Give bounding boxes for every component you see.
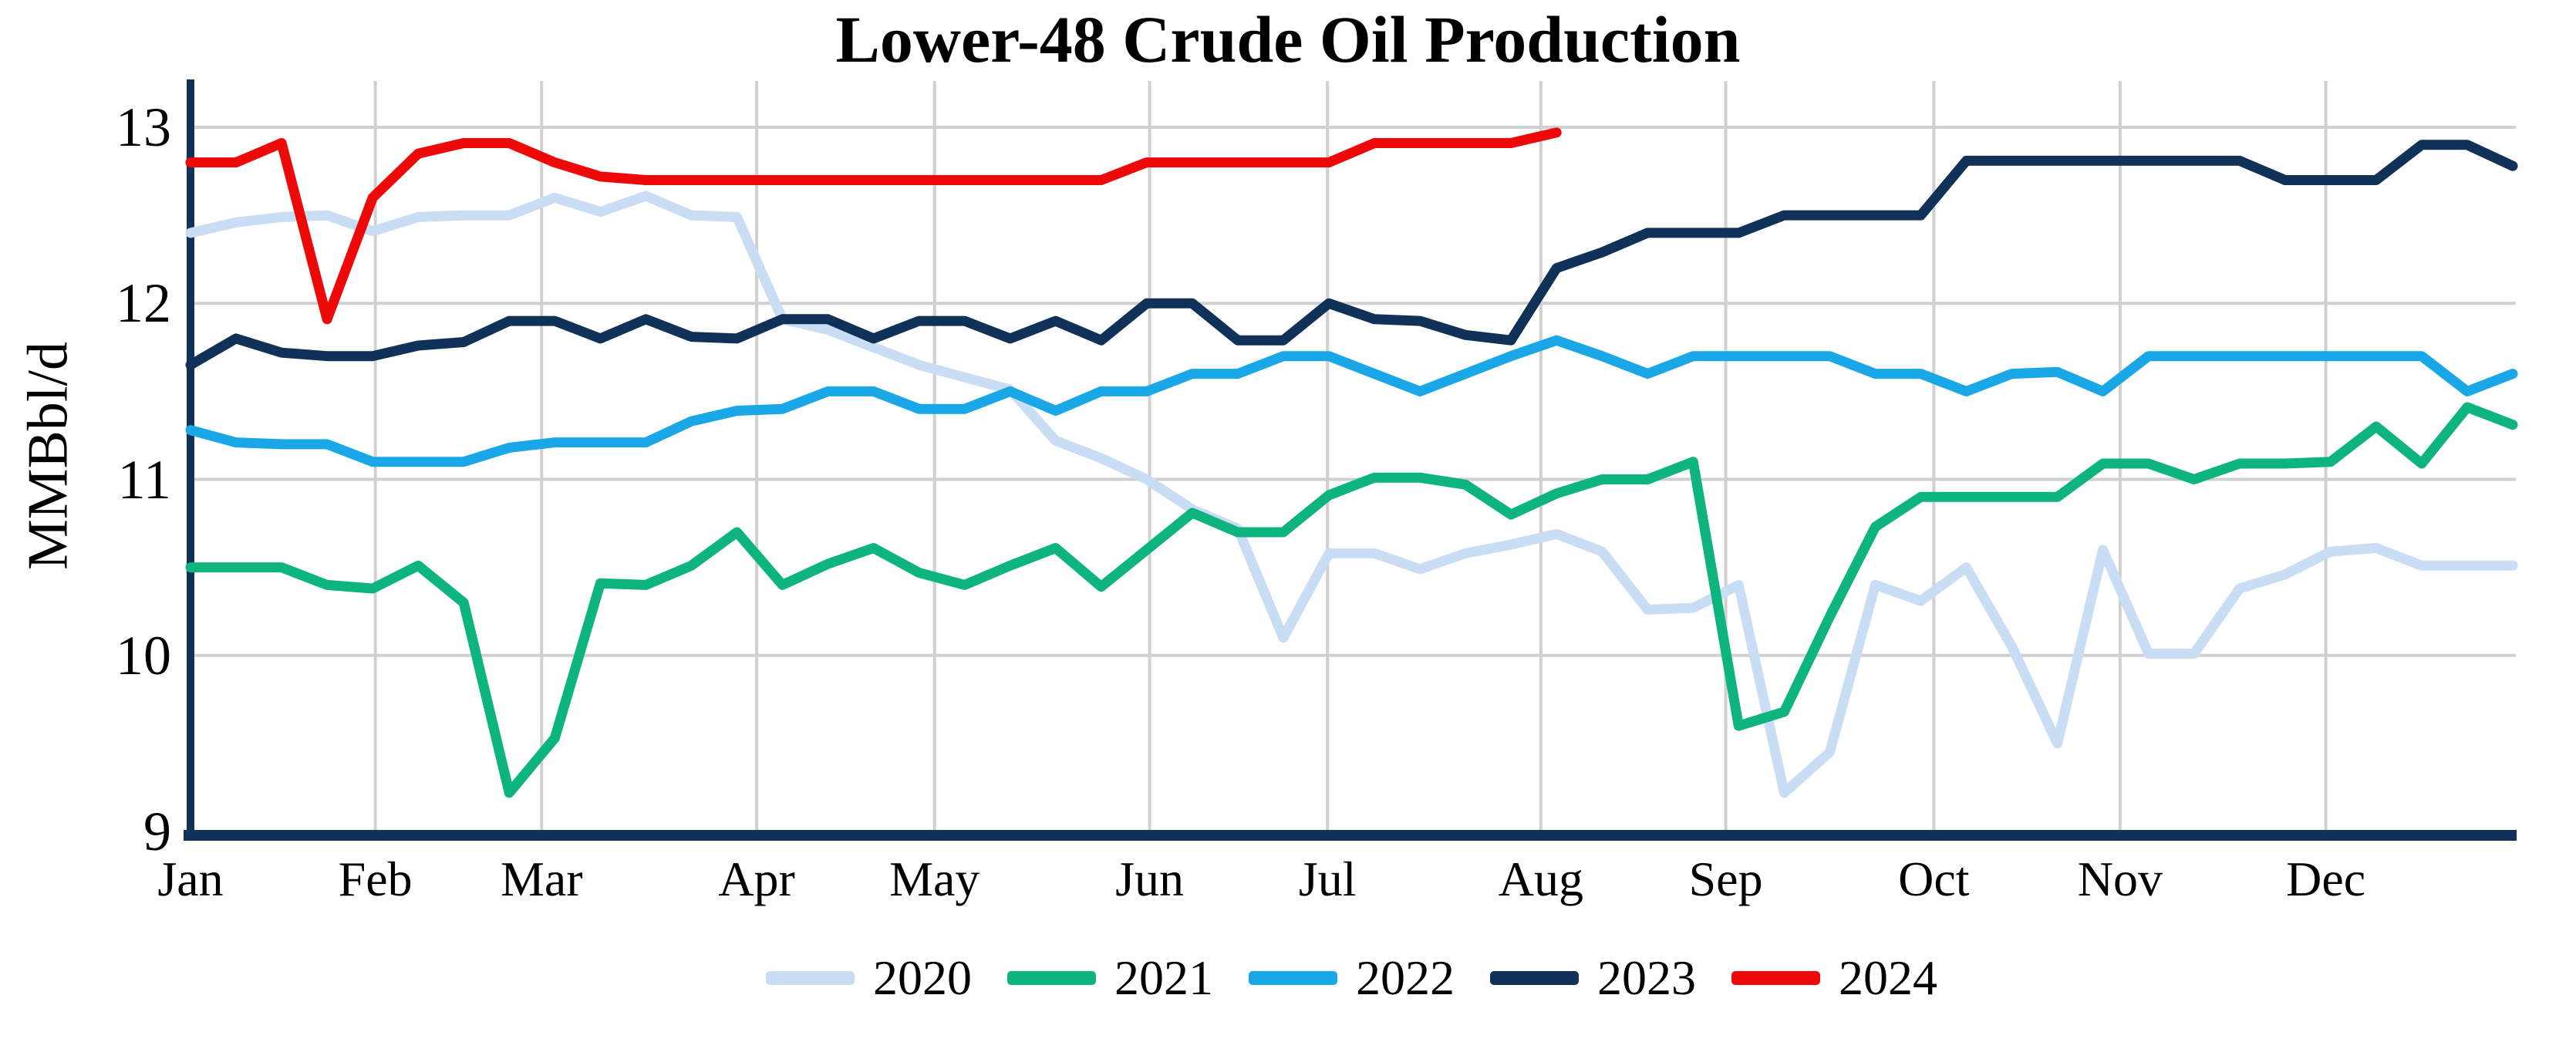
y-tick-label-12: 12 [116,272,171,335]
legend-item-2021: 2021 [1007,949,1213,1007]
chart-title: Lower-48 Crude Oil Production [835,2,1741,76]
y-tick-label-13: 13 [116,96,171,158]
series-line-2020 [185,191,2518,798]
legend-label-2022: 2022 [1356,950,1455,1005]
legend-label-2023: 2023 [1597,950,1696,1005]
x-tick-label-jul: Jul [1298,852,1357,906]
y-axis-line [187,79,194,841]
y-tick-label-9: 9 [143,801,171,862]
legend: 2020 2021 2022 2023 2024 [187,947,2516,1009]
x-tick-label-apr: Apr [718,852,795,906]
legend-swatch-2024 [1731,971,1820,985]
x-tick-label-oct: Oct [1898,852,1970,906]
x-tick-label-may: May [889,852,980,906]
legend-swatch-2023 [1490,971,1579,985]
series-line-2022 [185,335,2518,467]
series-line-2023 [185,140,2518,370]
series-line-2021 [185,402,2518,798]
x-tick-label-feb: Feb [338,852,413,906]
legend-item-2022: 2022 [1249,949,1455,1007]
y-tick-label-10: 10 [116,624,171,686]
x-tick-label-sep: Sep [1688,852,1763,906]
x-tick-label-nov: Nov [2077,852,2163,906]
legend-swatch-2020 [766,971,855,985]
x-tick-label-jun: Jun [1115,852,1184,906]
y-tick-label-11: 11 [117,448,171,511]
legend-label-2020: 2020 [873,950,972,1005]
x-tick-label-aug: Aug [1498,852,1583,906]
x-axis-line [184,830,2517,841]
series-line-2024 [185,127,1562,325]
legend-item-2020: 2020 [766,949,972,1007]
legend-swatch-2021 [1007,971,1096,985]
legend-label-2021: 2021 [1114,950,1213,1005]
legend-item-2024: 2024 [1731,949,1937,1007]
legend-label-2024: 2024 [1839,950,1937,1005]
x-tick-label-mar: Mar [500,852,583,906]
legend-item-2023: 2023 [1490,949,1696,1007]
x-tick-label-dec: Dec [2286,852,2366,906]
x-tick-label-jan: Jan [157,852,224,906]
legend-swatch-2022 [1249,971,1337,985]
